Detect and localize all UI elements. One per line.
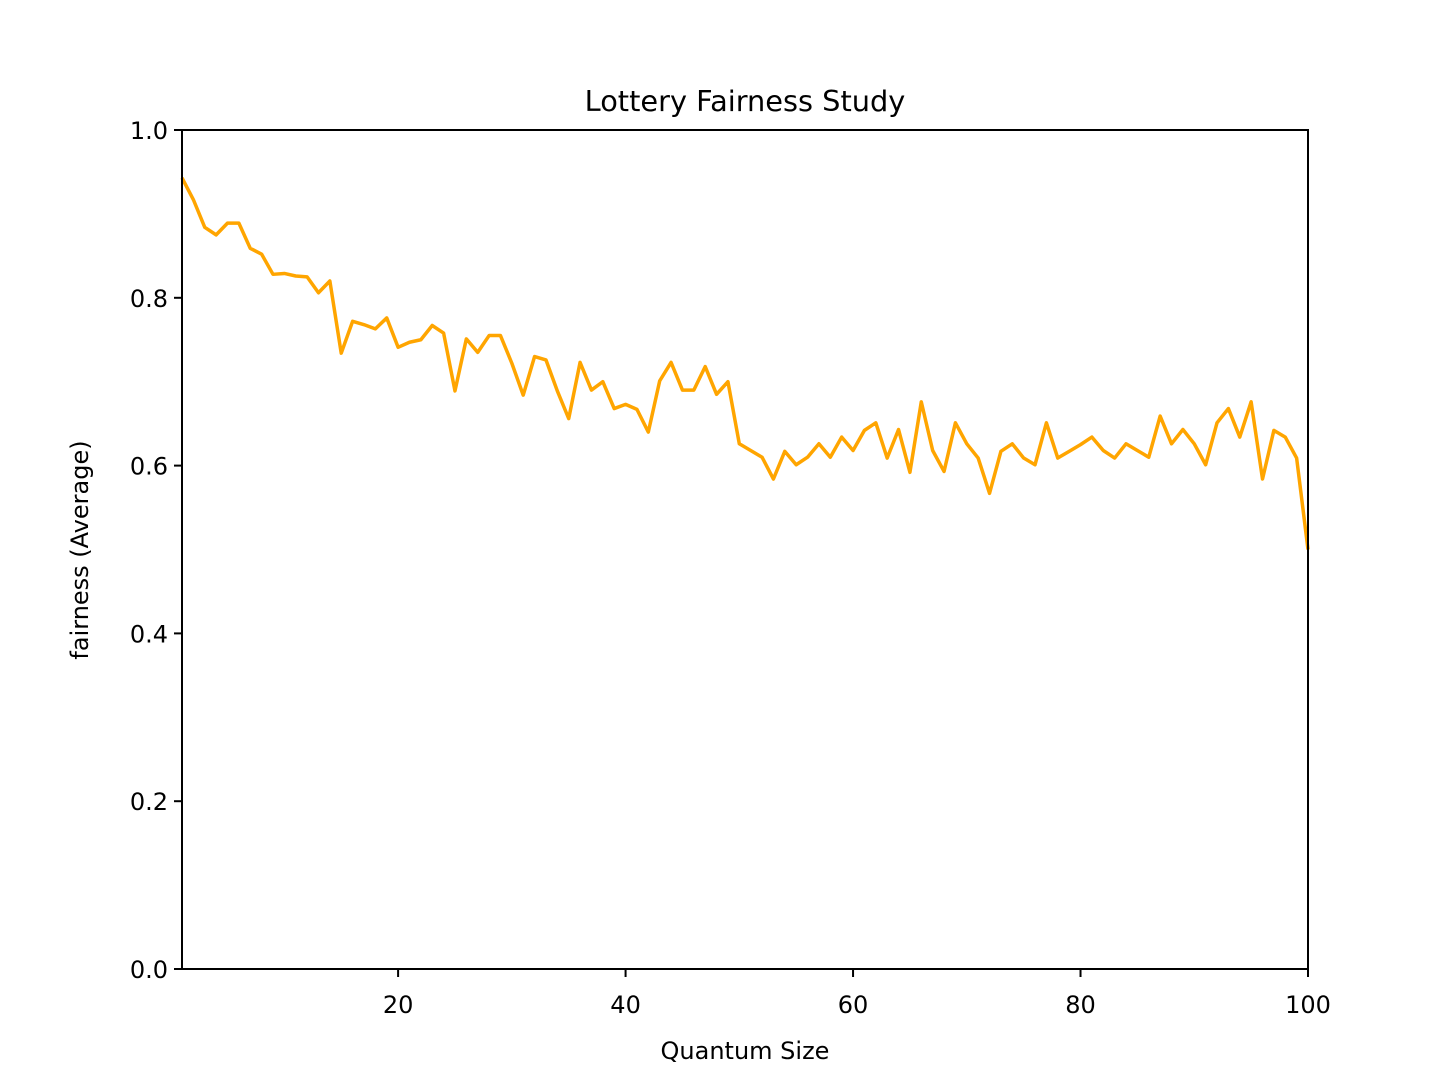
- x-tick-label: 100: [1285, 991, 1331, 1019]
- x-axis-label: Quantum Size: [661, 1037, 830, 1065]
- x-tick-label: 40: [610, 991, 641, 1019]
- x-tick-label: 20: [383, 991, 414, 1019]
- y-tick-label: 0.2: [130, 788, 168, 816]
- y-tick-label: 0.6: [130, 453, 168, 481]
- x-tick-label: 80: [1065, 991, 1096, 1019]
- y-axis-ticks: 0.0 0.2 0.4 0.6 0.8 1.0: [130, 117, 182, 984]
- axes-frame: [181, 129, 1309, 970]
- y-tick-label: 0.8: [130, 285, 168, 313]
- series-layer: [180, 177, 1310, 550]
- y-tick-label: 0.4: [130, 620, 168, 648]
- y-tick-label: 0.0: [130, 956, 168, 984]
- series-line-0: [180, 177, 1310, 550]
- chart-title: Lottery Fairness Study: [585, 84, 906, 118]
- plot-area: [182, 130, 1308, 969]
- x-axis-ticks: 20 40 60 80 100: [383, 969, 1331, 1019]
- x-tick-label: 60: [838, 991, 869, 1019]
- y-tick-label: 1.0: [130, 117, 168, 145]
- y-axis-label: fairness (Average): [66, 440, 94, 659]
